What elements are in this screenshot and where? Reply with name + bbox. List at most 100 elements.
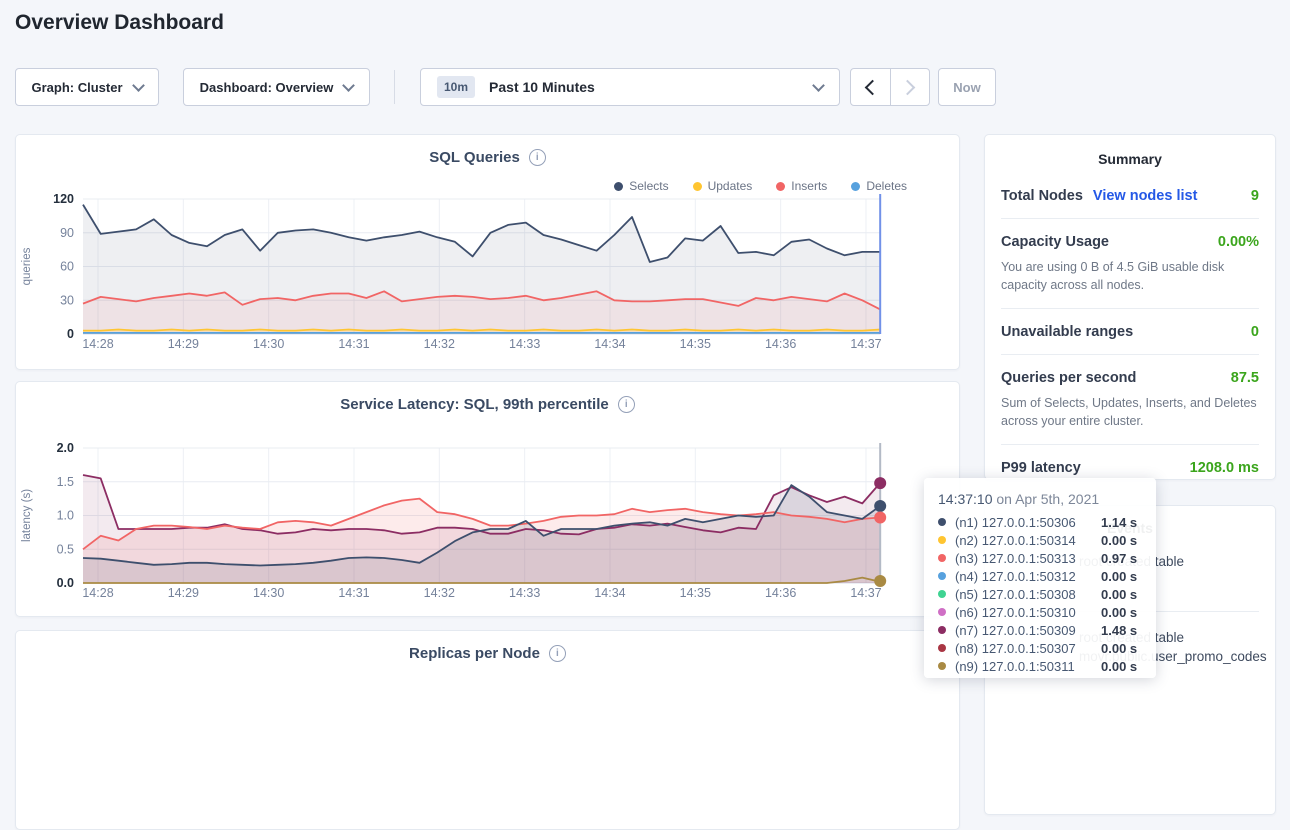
svg-text:2.0: 2.0	[57, 441, 74, 455]
summary-rows: Total Nodes View nodes list 9 Capacity Usag…	[985, 167, 1275, 490]
legend-item-deletes[interactable]: Deletes	[851, 179, 907, 193]
tooltip-node-row: (n4) 127.0.0.1:50312 0.00 s	[938, 567, 1142, 585]
chevron-down-icon	[812, 78, 825, 92]
chevron-left-icon	[864, 79, 881, 95]
tooltip-node-row: (n6) 127.0.0.1:50310 0.00 s	[938, 603, 1142, 621]
tooltip-node-row: (n3) 127.0.0.1:50313 0.97 s	[938, 549, 1142, 567]
latency-plot[interactable]: 14:28 14:29 14:30 14:31 14:32 14:33 14:34 14:35…	[16, 440, 961, 612]
summary-row-label: Queries per second	[1001, 370, 1137, 386]
sql-legend: Selects Updates Inserts Deletes	[614, 179, 907, 193]
time-range-dropdown[interactable]: 10m Past 10 Minutes	[420, 68, 840, 106]
node-color-dot-icon	[938, 536, 946, 544]
node-value: 1.48 s	[1101, 622, 1138, 638]
node-color-dot-icon	[938, 626, 946, 634]
node-label: (n8) 127.0.0.1:50307	[955, 640, 1076, 656]
svg-text:120: 120	[53, 192, 74, 206]
chart-title-text: Service Latency: SQL, 99th percentile	[340, 396, 609, 413]
summary-row-value: 1208.0 ms	[1189, 460, 1259, 476]
page-title: Overview Dashboard	[15, 11, 224, 34]
svg-text:14:34: 14:34	[594, 586, 625, 600]
svg-text:0: 0	[67, 327, 74, 341]
tooltip-node-row: (n7) 127.0.0.1:50309 1.48 s	[938, 621, 1142, 639]
dashboard-dropdown[interactable]: Dashboard: Overview	[183, 68, 370, 106]
info-icon[interactable]: i	[548, 645, 566, 662]
hover-tooltip: 14:37:10 on Apr 5th, 2021 (n1) 127.0.0.1…	[924, 478, 1156, 678]
node-color-dot-icon	[938, 608, 946, 616]
info-icon[interactable]: i	[528, 149, 546, 166]
svg-text:14:32: 14:32	[424, 337, 455, 351]
replicas-chart-card: Replicas per Node i	[15, 630, 960, 830]
svg-text:14:35: 14:35	[680, 337, 711, 351]
dashboard-dropdown-label: Dashboard: Overview	[199, 79, 334, 95]
tooltip-rows: (n1) 127.0.0.1:50306 1.14 s (n2) 127.0.0.1…	[938, 513, 1142, 675]
hover-point-dot	[874, 500, 887, 513]
summary-row: P99 latency 1208.0 ms	[1001, 445, 1259, 490]
tooltip-timestamp: 14:37:10 on Apr 5th, 2021	[938, 491, 1142, 507]
legend-item-updates[interactable]: Updates	[692, 179, 752, 193]
series-line	[82, 497, 881, 551]
legend-item-selects[interactable]: Selects	[614, 179, 669, 193]
toolbar-divider	[394, 70, 395, 104]
node-label: (n1) 127.0.0.1:50306	[955, 514, 1076, 530]
svg-text:14:37: 14:37	[850, 337, 881, 351]
time-back-button[interactable]	[851, 69, 890, 105]
summary-row-subtext: You are using 0 B of 4.5 GiB usable disk…	[1001, 260, 1225, 292]
node-value: 0.00 s	[1101, 604, 1138, 620]
graph-dropdown[interactable]: Graph: Cluster	[15, 68, 159, 106]
series-line	[83, 576, 881, 584]
svg-text:latency (s): latency (s)	[21, 489, 33, 542]
hover-point-dot	[874, 574, 887, 587]
graph-dropdown-label: Graph: Cluster	[31, 79, 123, 95]
svg-text:14:31: 14:31	[338, 337, 369, 351]
svg-text:14:33: 14:33	[509, 337, 540, 351]
legend-dot-icon	[692, 181, 702, 191]
tooltip-node-row: (n9) 127.0.0.1:50311 0.00 s	[938, 657, 1142, 675]
time-step-buttons	[850, 68, 930, 106]
svg-text:14:30: 14:30	[253, 337, 284, 351]
summary-panel: Summary Total Nodes View nodes list 9 Capac…	[984, 134, 1276, 480]
now-button: Now	[938, 68, 996, 106]
summary-row-value: 87.5	[1230, 370, 1259, 386]
svg-text:14:32: 14:32	[424, 586, 455, 600]
summary-row: Unavailable ranges 0	[1001, 309, 1259, 355]
svg-text:14:36: 14:36	[765, 337, 796, 351]
replicas-chart-title-row: Replicas per Node i	[16, 631, 959, 662]
latency-chart-title-row: Service Latency: SQL, 99th percentile i	[16, 382, 959, 413]
tooltip-node-row: (n2) 127.0.0.1:50314 0.00 s	[938, 531, 1142, 549]
svg-text:1.5: 1.5	[57, 475, 74, 489]
node-value: 0.97 s	[1101, 550, 1138, 566]
summary-row-label: Unavailable ranges	[1001, 324, 1134, 340]
tooltip-time: 14:37:10	[938, 491, 993, 507]
chevron-down-icon	[342, 78, 356, 92]
summary-row-value: 9	[1250, 188, 1259, 204]
node-value: 0.00 s	[1101, 586, 1138, 602]
svg-text:14:35: 14:35	[680, 586, 711, 600]
legend-item-inserts[interactable]: Inserts	[776, 179, 827, 193]
node-value: 0.00 s	[1101, 568, 1138, 584]
node-label: (n5) 127.0.0.1:50308	[955, 586, 1076, 602]
sql-queries-chart-title-row: SQL Queries i	[16, 135, 959, 166]
chart-svg: 14:28 14:29 14:30 14:31 14:32 14:33 14:34 14:35…	[21, 192, 882, 351]
view-nodes-list-link[interactable]: View nodes list	[1092, 188, 1198, 204]
node-color-dot-icon	[938, 554, 946, 562]
svg-text:14:33: 14:33	[509, 586, 540, 600]
node-value: 1.14 s	[1101, 514, 1138, 530]
summary-row: Queries per second 87.5 Sum of Selects, Up…	[1001, 355, 1259, 445]
sql-queries-chart-card: SQL Queries i Selects Updates Inserts Delet…	[15, 134, 960, 370]
node-color-dot-icon	[938, 644, 946, 652]
node-label: (n9) 127.0.0.1:50311	[955, 658, 1075, 674]
tooltip-node-row: (n8) 127.0.0.1:50307 0.00 s	[938, 639, 1142, 657]
node-value: 0.00 s	[1101, 658, 1138, 674]
chart-title-text: Replicas per Node	[409, 645, 540, 662]
legend-dot-icon	[614, 181, 624, 191]
node-color-dot-icon	[938, 518, 946, 526]
node-value: 0.00 s	[1101, 532, 1138, 548]
legend-dot-icon	[851, 181, 861, 191]
svg-text:queries: queries	[21, 247, 33, 285]
svg-text:90: 90	[60, 226, 74, 240]
info-icon[interactable]: i	[617, 396, 635, 413]
summary-row: Total Nodes View nodes list 9	[1001, 173, 1259, 219]
hover-point-dot	[874, 477, 887, 490]
sql-queries-plot[interactable]: 14:28 14:29 14:30 14:31 14:32 14:33 14:34 14:35…	[16, 191, 961, 363]
time-range-badge: 10m	[437, 76, 476, 98]
